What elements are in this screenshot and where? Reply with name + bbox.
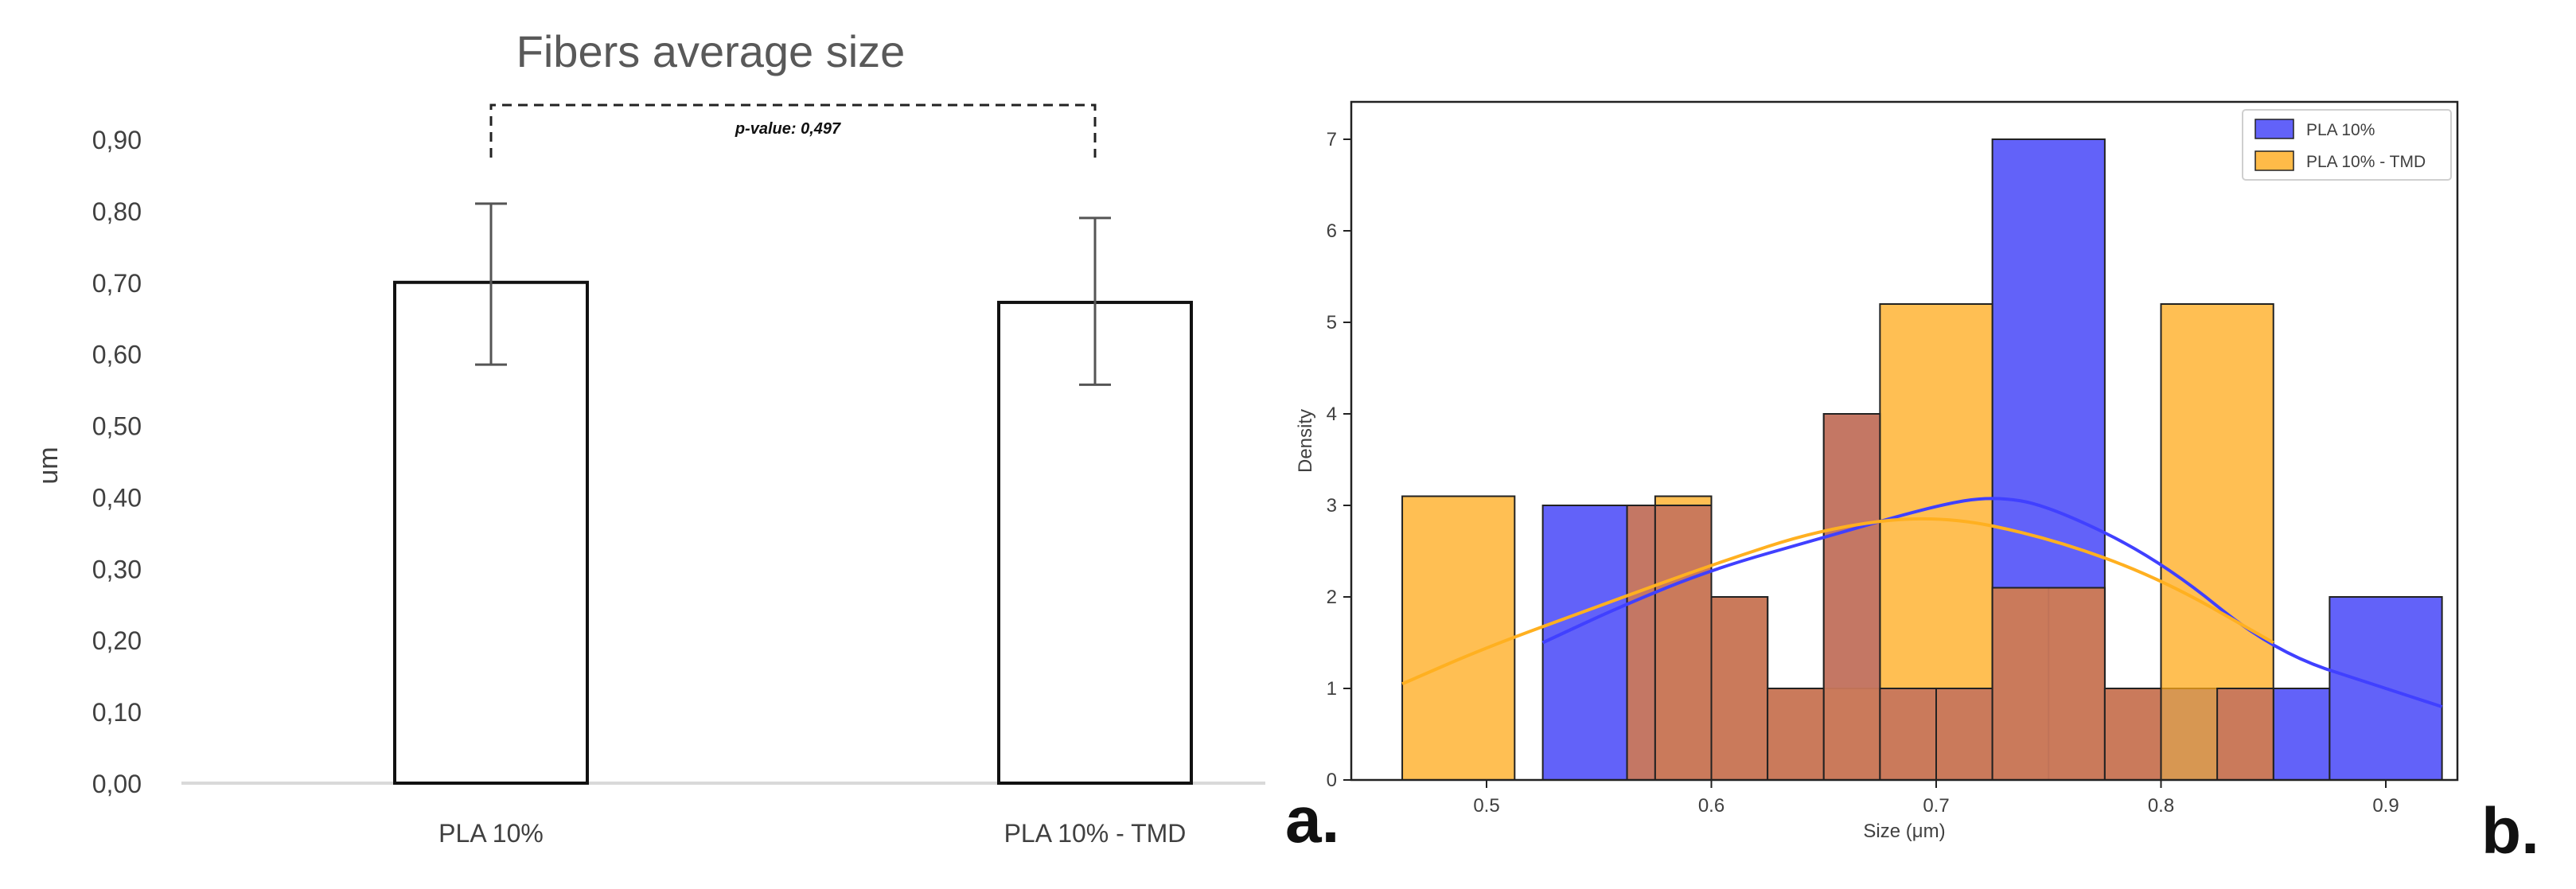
y-tick-label: 2 (1327, 587, 1337, 608)
y-tick-label: 4 (1327, 404, 1337, 425)
histogram-bar-overlap (1991, 587, 2106, 781)
y-tick-label: 7 (1327, 129, 1337, 150)
y-tick-label: 1 (1327, 678, 1337, 700)
y-tick-label: 0,00 (92, 770, 142, 798)
x-tick-labels: PLA 10% PLA 10% - TMD (438, 819, 1186, 848)
histogram-bar-overlap (1822, 413, 1881, 781)
legend-box (2242, 109, 2452, 181)
histogram-bar-overlap (1879, 688, 1937, 781)
histogram-bar-overlap (1710, 596, 1769, 781)
error-bars (475, 202, 1111, 386)
kde-curve-pla-tmd (1401, 517, 2274, 686)
histogram-bar-pla (2272, 688, 2331, 781)
y-tick-label: 0 (1327, 770, 1337, 791)
legend-label-pla: PLA 10% (2306, 121, 2375, 139)
legend: PLA 10% PLA 10% - TMD (2242, 109, 2452, 181)
x-tick-label: 0.8 (2148, 795, 2174, 817)
kde-curves (1401, 497, 2443, 708)
y-tick-label: 6 (1327, 220, 1337, 242)
y-tick-label: 0,30 (92, 555, 142, 583)
histogram-bar-pla (1541, 505, 1628, 781)
histogram-bar-overlap (1626, 505, 1656, 781)
plot-frame (1350, 100, 2459, 782)
y-tick-labels: 0 1 2 3 4 5 6 7 (1327, 129, 1351, 791)
y-tick-label: 0,70 (92, 269, 142, 298)
x-tick-label: 0.5 (1473, 795, 1499, 817)
x-axis-label: Size (μm) (1863, 821, 1945, 842)
histogram-bar-overlap (2216, 688, 2274, 781)
significance-bracket (489, 103, 1097, 158)
x-tick-label: PLA 10% (438, 819, 544, 848)
y-tick-label: 0,10 (92, 698, 142, 727)
y-tick-label: 0,90 (92, 126, 142, 154)
y-tick-label: 0,50 (92, 412, 142, 441)
y-tick-label: 0,40 (92, 483, 142, 512)
y-axis-label: Density (1295, 409, 1316, 473)
y-tick-label: 5 (1327, 312, 1337, 333)
histogram-bar-overlap (1935, 688, 1993, 781)
legend-swatch-pla (2254, 119, 2294, 139)
histogram-bar-overlap (2103, 688, 2162, 781)
y-axis-label: um (33, 446, 64, 484)
x-tick-label: 0.6 (1698, 795, 1724, 817)
x-tick-label: PLA 10% - TMD (1004, 819, 1187, 848)
panel-label-b: b. (2481, 795, 2539, 868)
histogram-bar-overlap (1654, 505, 1713, 781)
histogram-panel: 0 1 2 3 4 5 6 7 0.5 0.6 0.7 0.8 0.9 Density Size (μ… (1295, 100, 2539, 868)
p-value-annotation: p-value: 0,497 (735, 120, 841, 138)
histogram-bar-overlap (1767, 688, 1825, 781)
histogram-bar-pla-tmd (1401, 495, 1516, 781)
legend-swatch-pla-tmd (2254, 150, 2294, 171)
y-tick-label: 0,80 (92, 197, 142, 226)
panel-label-a: a. (1285, 784, 1339, 856)
y-tick-labels: 0,00 0,10 0,20 0,30 0,40 0,50 0,60 0,70 0,80 0,90 (92, 126, 142, 798)
bars (393, 280, 1193, 785)
x-tick-label: 0.7 (1923, 795, 1949, 817)
kde-curve-pla (1541, 497, 2443, 708)
x-tick-label: 0.9 (2372, 795, 2399, 817)
y-tick-label: 0,60 (92, 341, 142, 369)
bar-chart-panel: Fibers average size um 0,000,100,200,300… (33, 26, 1339, 856)
legend-label-pla-tmd: PLA 10% - TMD (2306, 153, 2426, 171)
chart-title: Fibers average size (516, 26, 906, 76)
x-tick-labels: 0.5 0.6 0.7 0.8 0.9 (1473, 780, 2399, 817)
histogram-bars (1401, 138, 2443, 781)
y-tick-label: 0,20 (92, 626, 142, 655)
y-tick-label: 3 (1327, 495, 1337, 517)
